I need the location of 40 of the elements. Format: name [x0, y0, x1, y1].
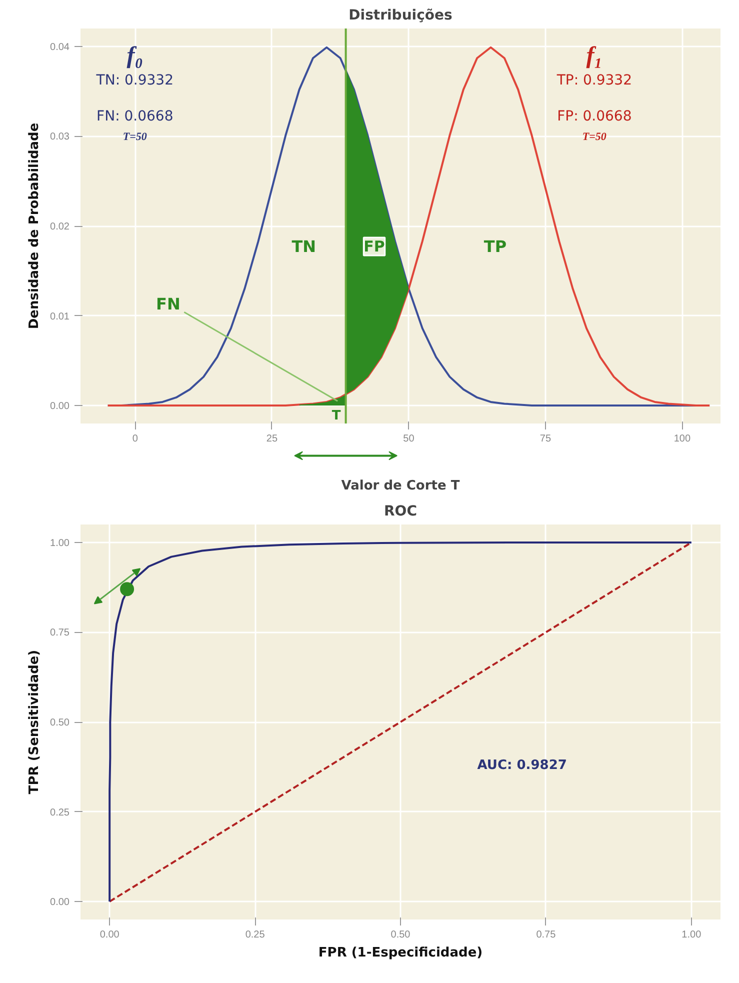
- annotation: TP: [484, 237, 507, 256]
- y-tick-label: 0.25: [50, 807, 70, 818]
- annotation: FN: 0.0668: [96, 108, 174, 125]
- chart-title: Distribuições: [348, 8, 452, 24]
- x-tick-label: 0.00: [100, 930, 120, 940]
- y-tick-label: 0.75: [50, 628, 70, 639]
- x-tick-label: 25: [266, 434, 278, 444]
- x-tick-label: 100: [674, 434, 691, 444]
- y-tick-label: 0.00: [50, 897, 70, 908]
- y-axis-title: Densidade de Probabilidade: [27, 122, 42, 330]
- annotation: FN: [156, 294, 180, 314]
- x-tick-label: 0.50: [390, 930, 411, 940]
- x-axis-title: Valor de Corte T: [341, 478, 460, 494]
- annotation: TP: 0.9332: [556, 72, 632, 89]
- annotation: TN: 0.9332: [95, 72, 174, 89]
- x-tick-label: 50: [403, 434, 415, 444]
- ref-line-label: T: [332, 408, 341, 424]
- y-tick-label: 1.00: [50, 538, 70, 549]
- annotation: T=50: [582, 131, 607, 144]
- y-tick-label: 0.01: [50, 311, 70, 322]
- y-tick-label: 0.03: [50, 132, 70, 143]
- x-tick-label: 1.00: [682, 930, 702, 940]
- x-axis-title: FPR (1-Especificidade): [318, 946, 483, 960]
- annotation: T=50: [122, 131, 148, 144]
- annotation: AUC: 0.9827: [477, 758, 567, 773]
- annotation: FP: 0.0668: [557, 108, 632, 125]
- annotation: f₀: [126, 43, 144, 70]
- x-tick-label: 0.25: [245, 930, 266, 940]
- y-tick-label: 0.50: [50, 718, 70, 728]
- y-axis-title: TPR (Sensitividade): [27, 650, 42, 794]
- annotation: FP: [364, 238, 385, 256]
- chart-title: ROC: [384, 504, 417, 520]
- x-tick-label: 75: [540, 434, 552, 444]
- y-tick-label: 0.00: [50, 401, 70, 412]
- x-tick-label: 0: [132, 434, 138, 444]
- y-tick-label: 0.04: [50, 42, 70, 53]
- y-tick-label: 0.02: [50, 222, 70, 232]
- annotation: f₁: [586, 43, 603, 70]
- x-tick-label: 0.75: [536, 930, 556, 940]
- annotation: TN: [292, 237, 316, 256]
